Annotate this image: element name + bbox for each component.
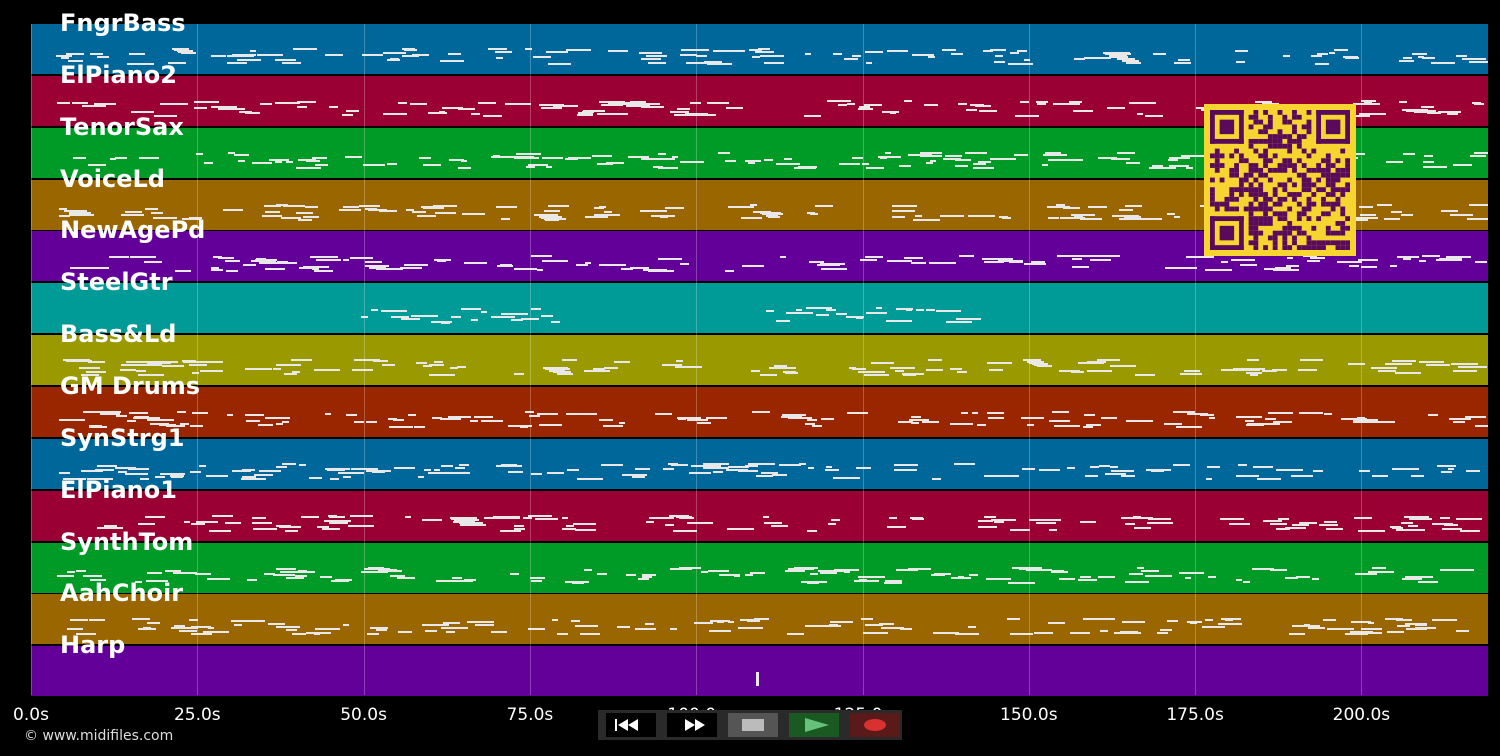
time-tick-label: 50.0s bbox=[340, 705, 387, 725]
qr-code-icon bbox=[1204, 104, 1356, 256]
track-lane bbox=[31, 646, 1488, 697]
track-lane bbox=[31, 490, 1488, 541]
stop-button[interactable] bbox=[728, 713, 778, 737]
track-label: Harp bbox=[60, 631, 126, 660]
time-tick-label: 200.0s bbox=[1332, 705, 1391, 725]
track-lane bbox=[31, 24, 1488, 74]
note-strip bbox=[31, 283, 1488, 333]
track-label: ElPiano1 bbox=[60, 475, 177, 504]
note-strip bbox=[31, 335, 1488, 385]
track-label: SteelGtr bbox=[60, 268, 173, 297]
time-tick-label: 175.0s bbox=[1166, 705, 1224, 725]
note-strip bbox=[31, 491, 1488, 541]
track-label: Bass&Ld bbox=[60, 320, 177, 349]
grid-line bbox=[363, 24, 365, 695]
grid-line bbox=[862, 24, 864, 695]
track-label: GM Drums bbox=[60, 371, 201, 400]
grid-line bbox=[1361, 24, 1363, 695]
track-label: ElPiano2 bbox=[60, 60, 177, 89]
note-strip bbox=[31, 387, 1488, 437]
track-label: SynStrg1 bbox=[60, 423, 185, 452]
copyright-text: © www.midifiles.com bbox=[24, 728, 174, 744]
note-strip bbox=[31, 646, 1488, 696]
note-strip bbox=[31, 543, 1488, 593]
note-strip bbox=[31, 24, 1488, 74]
note-strip bbox=[31, 76, 1488, 126]
track-lane bbox=[31, 386, 1488, 437]
track-label: SynthTom bbox=[60, 527, 194, 556]
track-label: TenorSax bbox=[60, 112, 184, 141]
time-tick-label: 150.0s bbox=[1000, 705, 1058, 725]
track-label: VoiceLd bbox=[60, 164, 165, 193]
note-strip bbox=[31, 594, 1488, 644]
grid-line bbox=[1028, 24, 1030, 695]
record-button[interactable] bbox=[850, 713, 900, 737]
fast-forward-button[interactable] bbox=[667, 713, 717, 737]
time-tick-label: 25.0s bbox=[173, 705, 221, 725]
grid-line bbox=[529, 24, 531, 695]
grid-line bbox=[696, 24, 698, 695]
grid-line bbox=[197, 24, 199, 695]
note-strip bbox=[31, 231, 1488, 281]
play-button[interactable] bbox=[789, 713, 839, 737]
rewind-button[interactable] bbox=[606, 713, 656, 737]
grid-line bbox=[1195, 24, 1197, 695]
track-lane bbox=[31, 335, 1488, 386]
track-lane bbox=[31, 542, 1488, 593]
track-lane bbox=[31, 438, 1488, 489]
time-tick-label: 0.0s bbox=[13, 705, 49, 725]
time-tick-label: 75.0s bbox=[506, 705, 554, 725]
grid-line bbox=[31, 24, 32, 695]
track-lane bbox=[31, 594, 1488, 645]
track-lane bbox=[31, 283, 1488, 334]
track-label: FngrBass bbox=[60, 9, 186, 37]
track-label: AahChoir bbox=[60, 579, 184, 608]
note-strip bbox=[31, 439, 1488, 489]
track-label: NewAgePd bbox=[60, 216, 206, 245]
transport-bar bbox=[598, 710, 902, 740]
